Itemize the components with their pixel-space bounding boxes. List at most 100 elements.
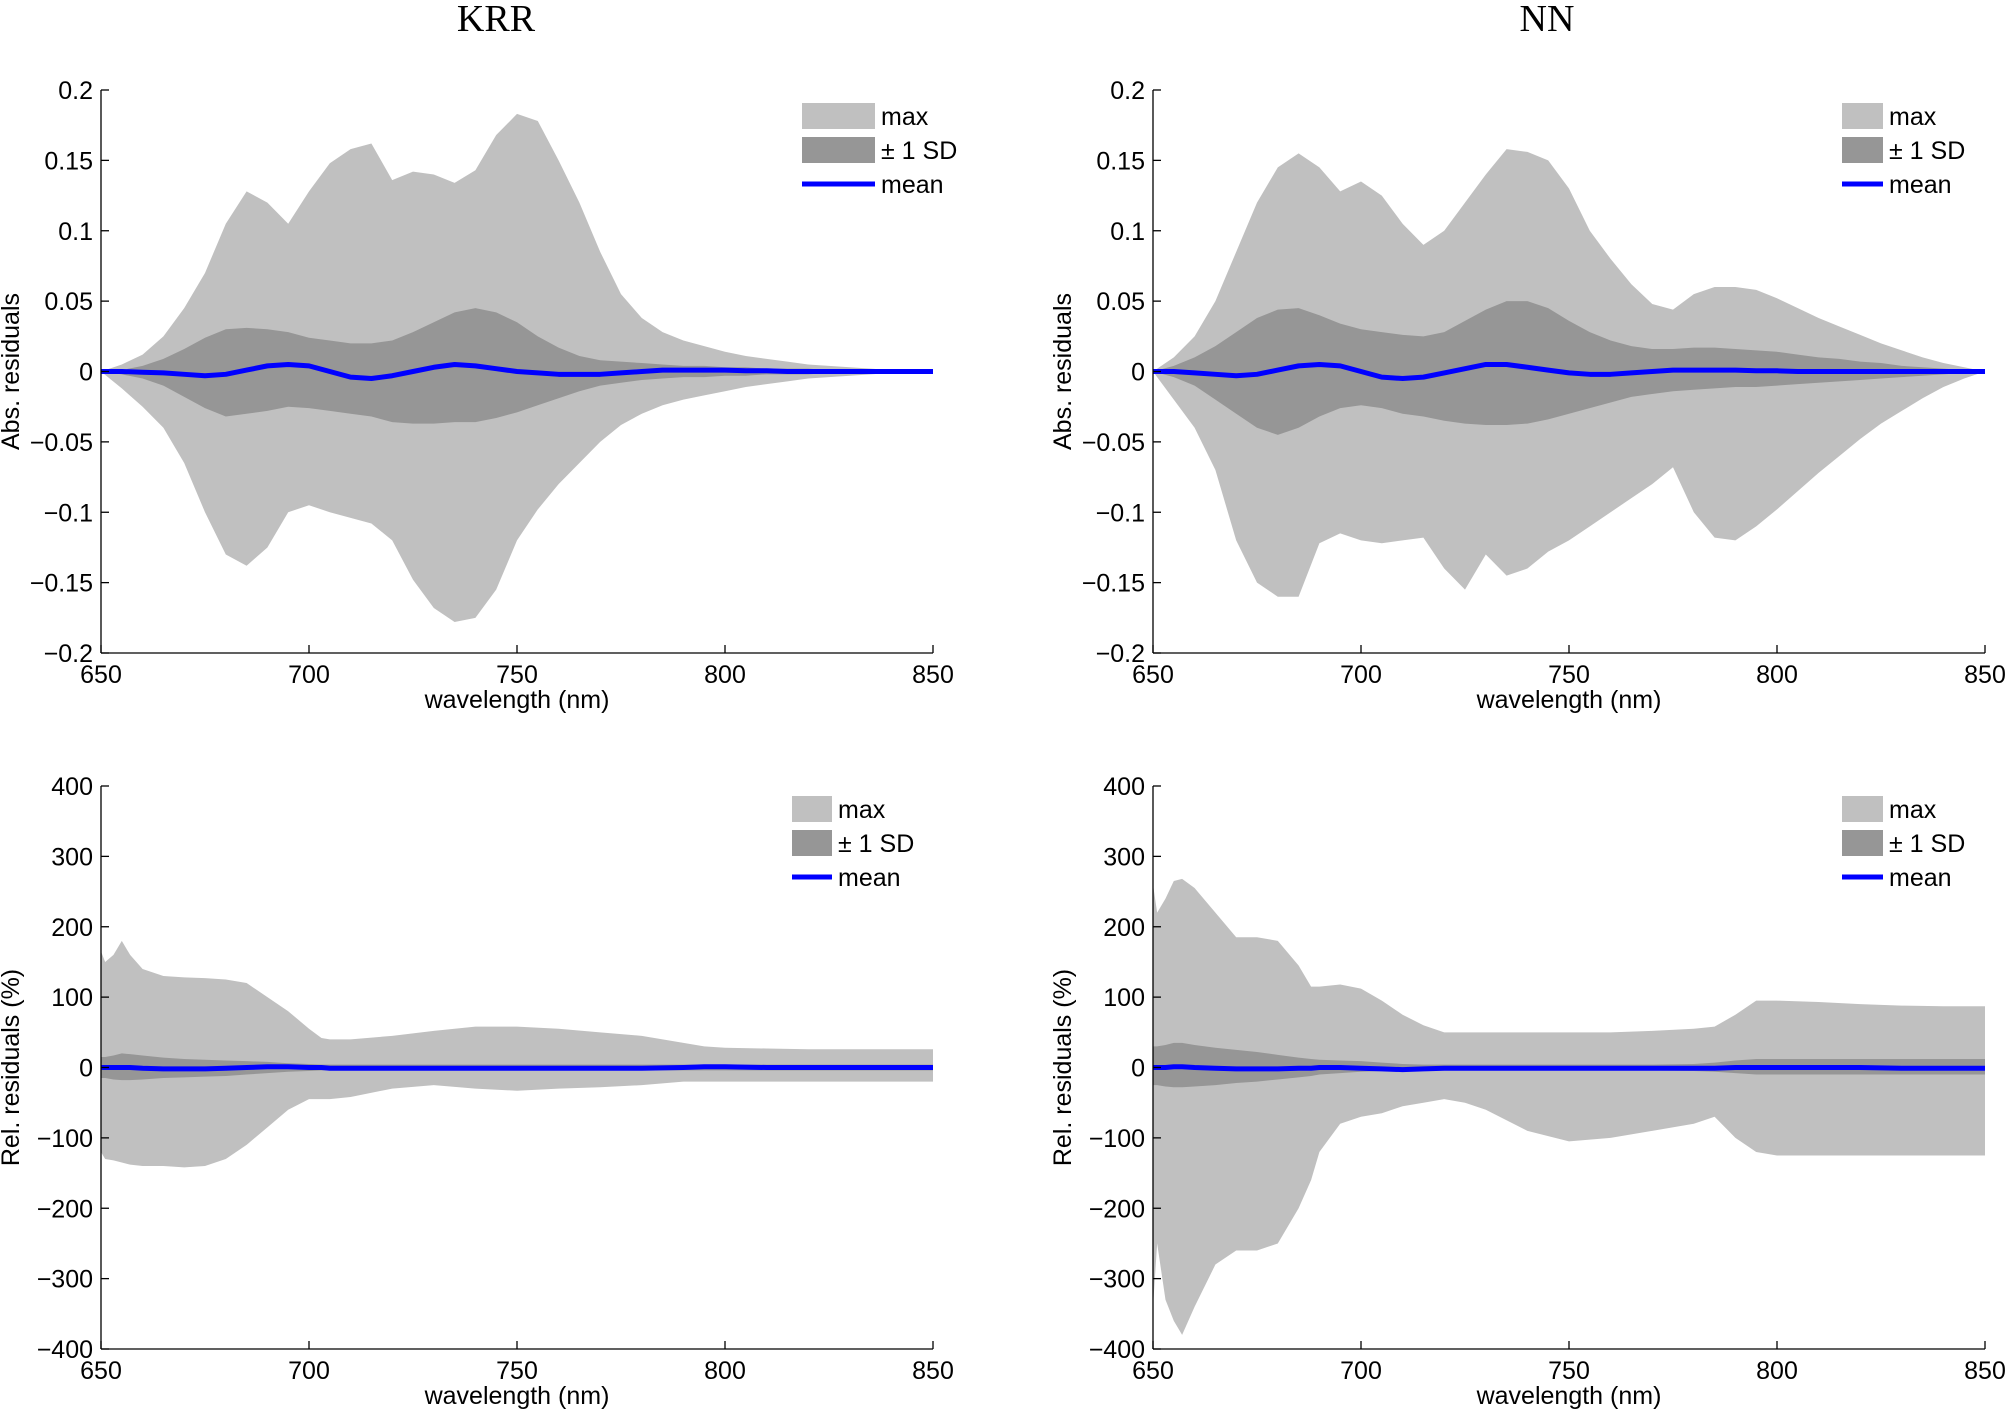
x-axis-label: wavelength (nm): [424, 686, 610, 714]
legend-label-mean: mean: [1889, 171, 1952, 199]
sd-band: [1153, 301, 1985, 435]
y-tick-label: 300: [1103, 843, 1145, 871]
y-tick-label: 400: [51, 773, 93, 801]
y-tick-label: −400: [1089, 1336, 1145, 1364]
legend-label-sd: ± 1 SD: [1889, 830, 1965, 858]
legend-label-max: max: [881, 103, 929, 131]
y-tick-label: 0.1: [58, 218, 93, 246]
y-tick-label: −0.15: [30, 570, 93, 598]
x-tick-label: 700: [288, 661, 330, 689]
nn-rel-residuals-panel: 650 700 750 800 850 −400 −300 −200 −100 0 100 200 30…: [1049, 773, 2006, 1409]
x-axis-label: wavelength (nm): [424, 1382, 610, 1409]
legend: max ± 1 SD mean: [792, 796, 914, 892]
y-tick-label: 200: [1103, 914, 1145, 942]
x-axis-label: wavelength (nm): [1476, 1382, 1662, 1409]
y-tick-label: 0: [1131, 1055, 1145, 1083]
y-tick-label: 0.05: [44, 288, 93, 316]
x-tick-label: 650: [1132, 1357, 1174, 1385]
y-tick-label: 400: [1103, 773, 1145, 801]
y-tick-label: −0.2: [44, 640, 93, 668]
y-tick-label: 0.2: [1110, 77, 1145, 105]
x-tick-label: 850: [1964, 1357, 2006, 1385]
y-axis-label: Rel. residuals (%): [1049, 969, 1077, 1166]
legend-swatch-sd: [1842, 137, 1883, 163]
x-axis-label: wavelength (nm): [1476, 686, 1662, 714]
x-tick-label: 650: [80, 1357, 122, 1385]
legend-swatch-max: [1842, 103, 1883, 129]
y-tick-label: 0.1: [1110, 218, 1145, 246]
mean-line: [101, 1064, 933, 1072]
y-tick-label: −200: [37, 1195, 93, 1223]
y-tick-label: −0.1: [44, 499, 93, 527]
x-tick-label: 750: [496, 661, 538, 689]
legend-label-max: max: [1889, 103, 1937, 131]
krr-abs-residuals-panel: 650 700 750 800 850 −0.2 −0.15 −0.1 −0.05 0 0.05 0.…: [0, 77, 957, 714]
nn-abs-residuals-panel: 650 700 750 800 850 −0.2 −0.15 −0.1 −0.05 0 0.05 0.…: [1049, 77, 2006, 714]
legend-swatch-max: [792, 796, 832, 822]
y-tick-label: 100: [1103, 984, 1145, 1012]
legend-label-mean: mean: [838, 864, 901, 892]
y-tick-label: 0: [79, 1055, 93, 1083]
legend-swatch-sd: [802, 137, 875, 163]
x-tick-label: 700: [288, 1357, 330, 1385]
y-axis-label: Abs. residuals: [1049, 293, 1077, 450]
sd-band: [1153, 1042, 1985, 1088]
max-band: [1153, 878, 1985, 1335]
x-tick-label: 850: [1964, 661, 2006, 689]
legend-label-sd: ± 1 SD: [838, 830, 914, 858]
x-tick-label: 650: [1132, 661, 1174, 689]
legend-label-sd: ± 1 SD: [1889, 137, 1965, 165]
legend-label-mean: mean: [1889, 864, 1952, 892]
x-tick-label: 800: [1756, 1357, 1798, 1385]
column-title-nn: NN: [1520, 0, 1575, 40]
column-title-krr: KRR: [457, 0, 536, 40]
legend-swatch-max: [1842, 796, 1883, 822]
x-tick-label: 650: [80, 661, 122, 689]
x-tick-label: 800: [704, 661, 746, 689]
legend-swatch-sd: [792, 830, 832, 856]
x-tick-label: 750: [1548, 1357, 1590, 1385]
y-tick-label: 0.2: [58, 77, 93, 105]
sd-band: [101, 308, 933, 424]
y-axis-label: Abs. residuals: [0, 293, 25, 450]
y-tick-label: −200: [1089, 1195, 1145, 1223]
x-tick-label: 800: [1756, 661, 1798, 689]
legend: max ± 1 SD mean: [802, 103, 957, 199]
y-tick-label: −300: [37, 1266, 93, 1294]
mean-line: [1153, 361, 1985, 382]
y-tick-label: 0.15: [1096, 147, 1145, 175]
x-tick-label: 850: [912, 661, 954, 689]
y-tick-label: −0.15: [1082, 570, 1145, 598]
legend-swatch-sd: [1842, 830, 1883, 856]
y-tick-label: 0.05: [1096, 288, 1145, 316]
y-tick-label: −300: [1089, 1266, 1145, 1294]
y-tick-label: −0.05: [30, 429, 93, 457]
y-tick-label: 0.15: [44, 147, 93, 175]
x-tick-label: 850: [912, 1357, 954, 1385]
y-tick-label: 100: [51, 984, 93, 1012]
x-tick-label: 700: [1340, 661, 1382, 689]
legend: max ± 1 SD mean: [1842, 103, 1965, 199]
x-tick-label: 800: [704, 1357, 746, 1385]
y-tick-label: −0.1: [1096, 499, 1145, 527]
krr-rel-residuals-panel: 650 700 750 800 850 −400 −300 −200 −100 0 100 200 30…: [0, 773, 954, 1409]
y-tick-label: 200: [51, 914, 93, 942]
y-tick-label: −0.2: [1096, 640, 1145, 668]
y-tick-label: −400: [37, 1336, 93, 1364]
x-tick-label: 750: [1548, 661, 1590, 689]
y-tick-label: 0: [1131, 359, 1145, 387]
y-axis-label: Rel. residuals (%): [0, 969, 25, 1166]
mean-line: [1153, 1064, 1985, 1073]
legend: max ± 1 SD mean: [1842, 796, 1965, 892]
legend-swatch-max: [802, 103, 875, 129]
y-tick-label: 0: [79, 359, 93, 387]
legend-label-mean: mean: [881, 171, 944, 199]
x-tick-label: 750: [496, 1357, 538, 1385]
legend-label-max: max: [1889, 796, 1937, 824]
y-tick-label: −0.05: [1082, 429, 1145, 457]
x-tick-label: 700: [1340, 1357, 1382, 1385]
mean-line: [101, 361, 933, 382]
y-tick-label: 300: [51, 843, 93, 871]
y-tick-label: −100: [1089, 1125, 1145, 1153]
